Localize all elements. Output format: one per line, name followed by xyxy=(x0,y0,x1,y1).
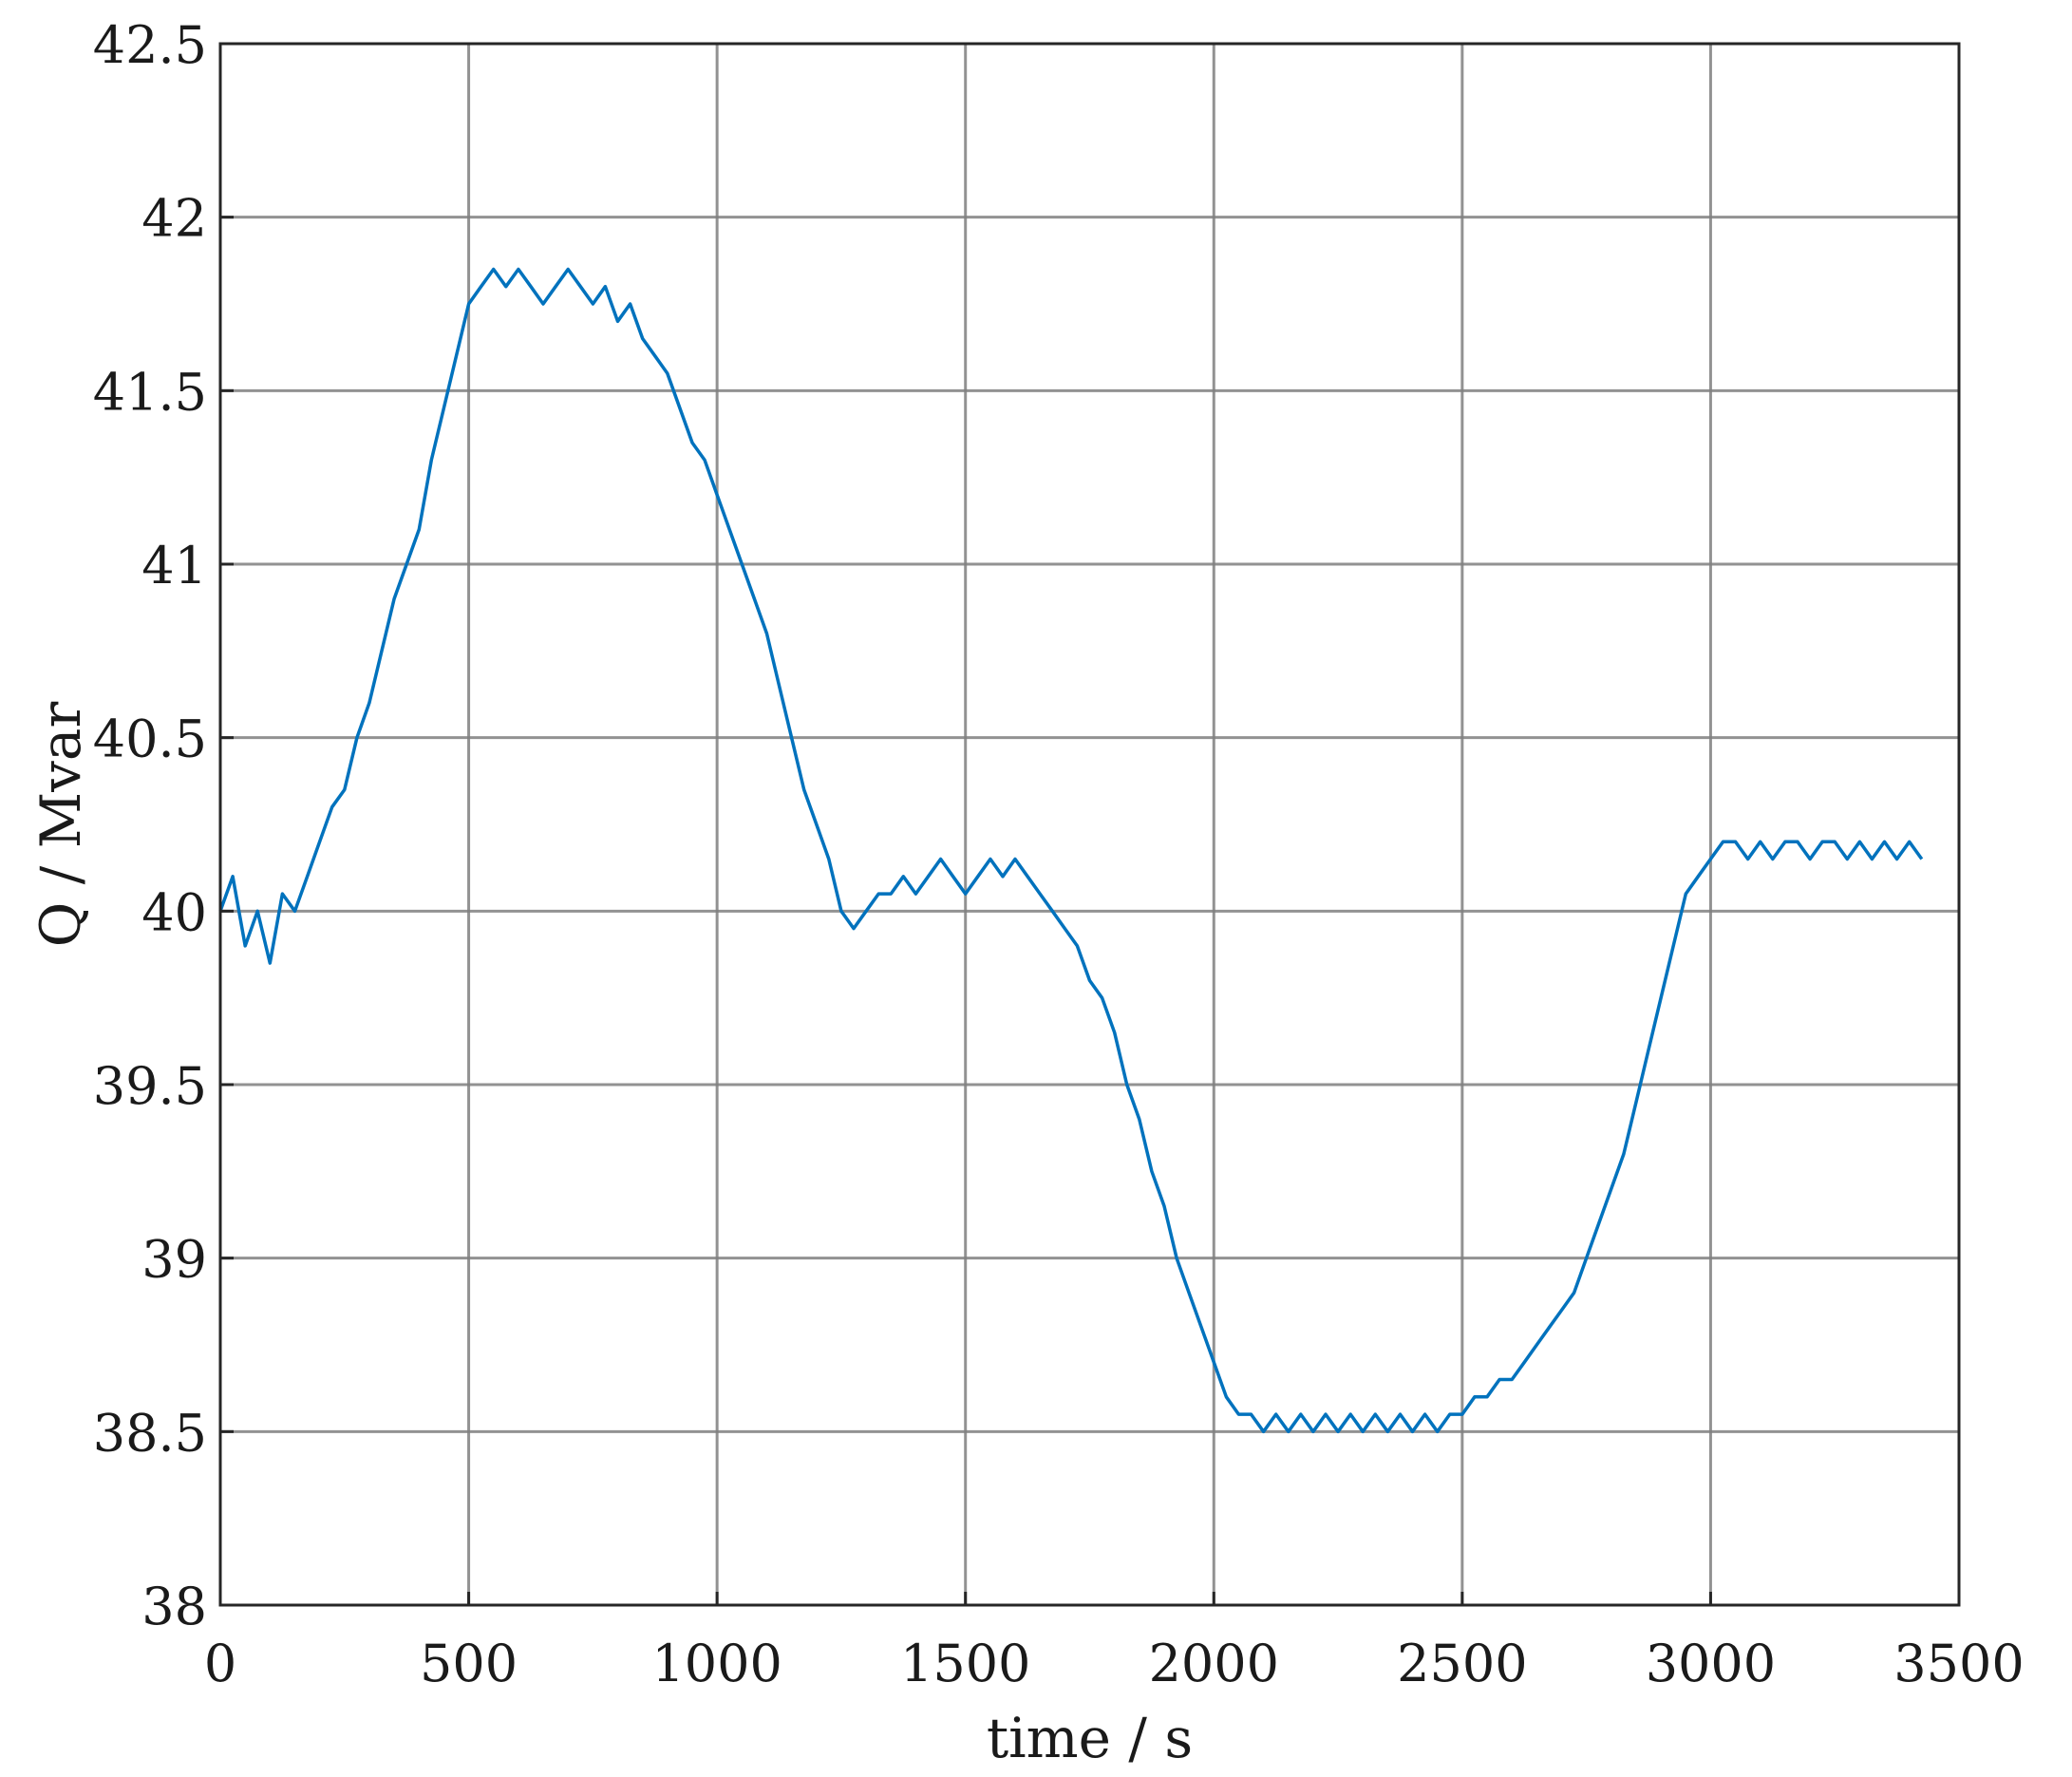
series-line-1 xyxy=(218,267,1924,1434)
y-tick-label-38: 38 xyxy=(141,1577,207,1636)
tick-marks xyxy=(218,42,1961,1607)
x-tick-label-0: 0 xyxy=(204,1634,236,1693)
y-tick-label-38.5: 38.5 xyxy=(93,1403,207,1463)
axes-box xyxy=(218,42,1961,1607)
x-tick-labels: 0 500 1000 1500 2000 2500 3000 3500 xyxy=(204,1634,2025,1693)
x-tick-label-500: 500 xyxy=(420,1634,518,1693)
x-tick-label-2500: 2500 xyxy=(1397,1634,1527,1693)
x-tick-label-1000: 1000 xyxy=(651,1634,782,1693)
x-tick-label-2000: 2000 xyxy=(1149,1634,1279,1693)
y-tick-label-40.5: 40.5 xyxy=(93,709,207,769)
x-tick-label-3000: 3000 xyxy=(1646,1634,1776,1693)
y-tick-label-42.5: 42.5 xyxy=(93,15,207,75)
y-tick-label-40: 40 xyxy=(141,882,207,942)
y-tick-label-39.5: 39.5 xyxy=(93,1056,207,1116)
y-tick-label-39: 39 xyxy=(141,1230,207,1290)
series-layer xyxy=(218,267,1924,1434)
y-tick-label-41.5: 41.5 xyxy=(93,362,207,422)
x-tick-label-1500: 1500 xyxy=(900,1634,1030,1693)
x-axis-title: time / s xyxy=(987,1706,1193,1770)
y-axis-title: Q / Mvar xyxy=(28,702,93,948)
x-tick-label-3500: 3500 xyxy=(1893,1634,2024,1693)
y-tick-label-41: 41 xyxy=(141,536,207,595)
y-tick-label-42: 42 xyxy=(141,189,207,249)
y-tick-labels: 38 38.5 39 39.5 40 40.5 41 41.5 42 42.5 xyxy=(93,15,207,1636)
